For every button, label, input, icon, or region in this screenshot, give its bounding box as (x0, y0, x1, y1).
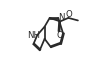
Text: O: O (65, 10, 72, 19)
Text: O: O (56, 31, 63, 40)
Text: NH: NH (27, 31, 40, 40)
Text: N: N (58, 13, 65, 22)
